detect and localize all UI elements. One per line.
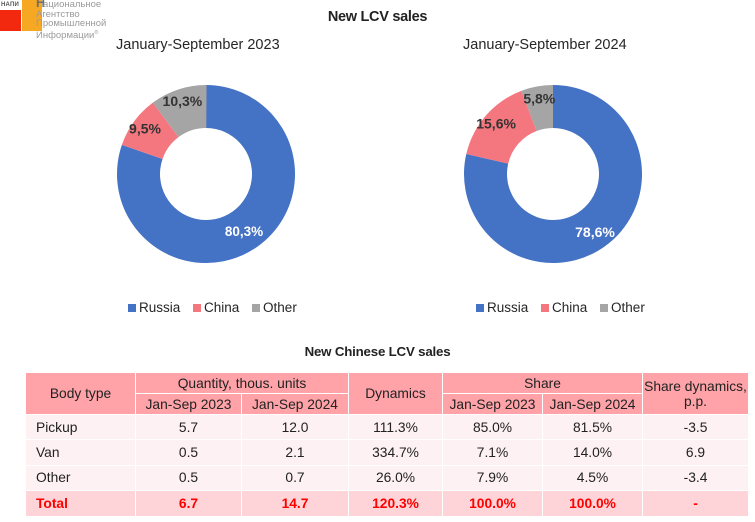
svg-text:9,5%: 9,5% <box>129 120 161 136</box>
svg-text:5,8%: 5,8% <box>523 91 555 107</box>
svg-text:15,6%: 15,6% <box>476 115 516 131</box>
svg-text:80,3%: 80,3% <box>225 224 263 239</box>
svg-text:10,3%: 10,3% <box>163 93 203 109</box>
svg-text:78,6%: 78,6% <box>575 224 615 240</box>
